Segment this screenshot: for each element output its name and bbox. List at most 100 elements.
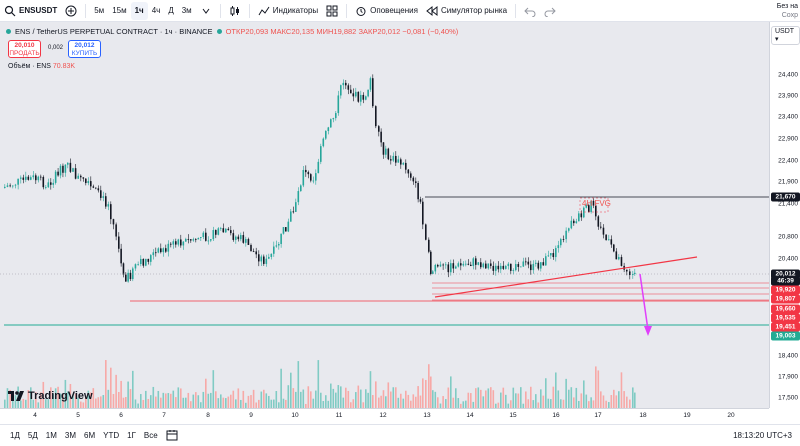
volume-bar bbox=[47, 399, 50, 408]
volume-bar bbox=[573, 397, 575, 408]
volume-bar bbox=[608, 402, 610, 408]
range-5d[interactable]: 5Д bbox=[27, 431, 38, 440]
range-all[interactable]: Все bbox=[143, 431, 158, 440]
volume-bar bbox=[85, 396, 87, 408]
price-tick: 17,500 bbox=[778, 394, 798, 402]
add-symbol-button[interactable] bbox=[61, 2, 81, 20]
candle-body bbox=[160, 248, 162, 253]
price-tick: 17,900 bbox=[778, 373, 798, 381]
time-tick: 4 bbox=[33, 412, 37, 419]
candle-body bbox=[280, 233, 282, 245]
interval-5m[interactable]: 5м bbox=[94, 6, 105, 15]
volume-bar bbox=[520, 387, 522, 408]
range-ytd[interactable]: YTD bbox=[103, 431, 120, 440]
volume-bar bbox=[525, 391, 527, 408]
candle-body bbox=[59, 165, 62, 176]
volume-bar bbox=[547, 398, 550, 408]
candle-body bbox=[588, 205, 590, 213]
volume-bar bbox=[307, 386, 310, 408]
candle-body bbox=[470, 264, 472, 266]
time-tick: 7 bbox=[162, 412, 166, 419]
alerts-button[interactable]: Оповещения bbox=[351, 2, 422, 20]
alarm-icon bbox=[356, 6, 366, 16]
templates-button[interactable] bbox=[322, 2, 342, 20]
sell-button[interactable]: 20,010 ПРОДАТЬ bbox=[8, 40, 41, 58]
candle-body bbox=[297, 191, 300, 203]
goto-date-button[interactable] bbox=[162, 429, 182, 443]
range-1m[interactable]: 1М bbox=[45, 431, 57, 440]
buy-button[interactable]: 20,012 КУПИТЬ bbox=[68, 40, 101, 58]
volume-bar bbox=[105, 360, 107, 408]
volume-bar bbox=[297, 361, 300, 408]
status-dot-icon bbox=[216, 29, 222, 34]
time-tick: 15 bbox=[509, 412, 517, 419]
volume-bar bbox=[382, 390, 385, 408]
candle-body bbox=[428, 239, 430, 252]
candle-body bbox=[437, 264, 439, 267]
candle-body bbox=[80, 175, 82, 178]
currency-selector[interactable]: USDT ▾ bbox=[771, 26, 800, 45]
candle-body bbox=[337, 95, 340, 114]
interval-3m[interactable]: 3м bbox=[181, 6, 192, 15]
candle-body bbox=[405, 162, 407, 170]
plus-circle-icon bbox=[65, 5, 77, 16]
candle-body bbox=[237, 236, 240, 240]
candle-body bbox=[227, 228, 230, 231]
replay-button[interactable]: Симулятор рынка bbox=[422, 2, 511, 20]
volume-bar bbox=[87, 390, 90, 408]
volume-bar bbox=[64, 379, 67, 408]
volume-bar bbox=[432, 390, 434, 408]
symbol-title[interactable]: ENS / TetherUS PERPETUAL CONTRACT · 1ч ·… bbox=[15, 27, 213, 36]
buy-label: КУПИТЬ bbox=[71, 50, 98, 57]
candle-body bbox=[210, 239, 212, 241]
candle-body bbox=[378, 126, 380, 132]
candle-body bbox=[290, 211, 292, 222]
interval-dropdown[interactable] bbox=[196, 2, 216, 20]
interval-1h[interactable]: 1ч bbox=[130, 1, 148, 20]
range-1y[interactable]: 1Г bbox=[127, 431, 136, 440]
price-tick: 24,400 bbox=[778, 71, 798, 79]
candle-body bbox=[439, 264, 442, 267]
range-1d[interactable]: 1Д bbox=[10, 431, 20, 440]
interval-15m[interactable]: 15м bbox=[112, 6, 127, 15]
volume-bar bbox=[260, 391, 263, 408]
top-toolbar: ENSUSDT 5м 15м 1ч 4ч Д 3м Индикаторы Опо… bbox=[0, 0, 800, 22]
candle-body bbox=[573, 220, 575, 224]
interval-1d[interactable]: Д bbox=[168, 6, 174, 15]
chart-type-button[interactable] bbox=[225, 2, 245, 20]
symbol-search[interactable]: ENSUSDT bbox=[0, 2, 61, 20]
volume-bar bbox=[392, 387, 395, 408]
candle-body bbox=[40, 176, 42, 178]
price-chart[interactable] bbox=[0, 22, 769, 408]
time-scale[interactable]: 4 5 6 7 8 9 10 11 12 13 14 15 16 17 18 19 20 bbox=[0, 408, 769, 424]
volume-bar bbox=[37, 402, 40, 408]
candle-body bbox=[140, 258, 142, 265]
volume-bar bbox=[395, 387, 397, 408]
volume-bar bbox=[118, 391, 120, 408]
undo-button[interactable] bbox=[520, 2, 540, 20]
chart-canvas[interactable] bbox=[0, 22, 769, 408]
volume-legend[interactable]: Объём · ENS 70.83K bbox=[8, 63, 75, 70]
volume-bar bbox=[345, 387, 347, 408]
candle-body bbox=[580, 213, 583, 218]
indicators-button[interactable]: Индикаторы bbox=[254, 2, 322, 20]
redo-button[interactable] bbox=[540, 2, 560, 20]
candle-body bbox=[20, 177, 22, 179]
clock[interactable]: 18:13:20 UTC+3 bbox=[733, 431, 792, 440]
candle-body bbox=[315, 173, 317, 181]
candle-body bbox=[150, 255, 152, 262]
tradingview-logo[interactable]: TradingView bbox=[8, 390, 93, 402]
fvg-annotation[interactable]: 4H FVG bbox=[582, 199, 611, 208]
volume-bar bbox=[467, 392, 470, 408]
layout-save-area[interactable]: Без на Сохр bbox=[777, 2, 798, 20]
price-scale[interactable]: 25,00024,40023,90023,40022,90022,40021,9… bbox=[769, 22, 800, 408]
volume-bar bbox=[430, 376, 432, 408]
candle-body bbox=[302, 169, 305, 186]
volume-bar bbox=[212, 370, 215, 408]
range-3m[interactable]: 3М bbox=[64, 431, 76, 440]
range-6m[interactable]: 6М bbox=[84, 431, 96, 440]
candle-body bbox=[542, 262, 545, 266]
interval-4h[interactable]: 4ч bbox=[151, 6, 161, 15]
candle-body bbox=[187, 238, 190, 240]
volume-bar bbox=[310, 391, 312, 408]
